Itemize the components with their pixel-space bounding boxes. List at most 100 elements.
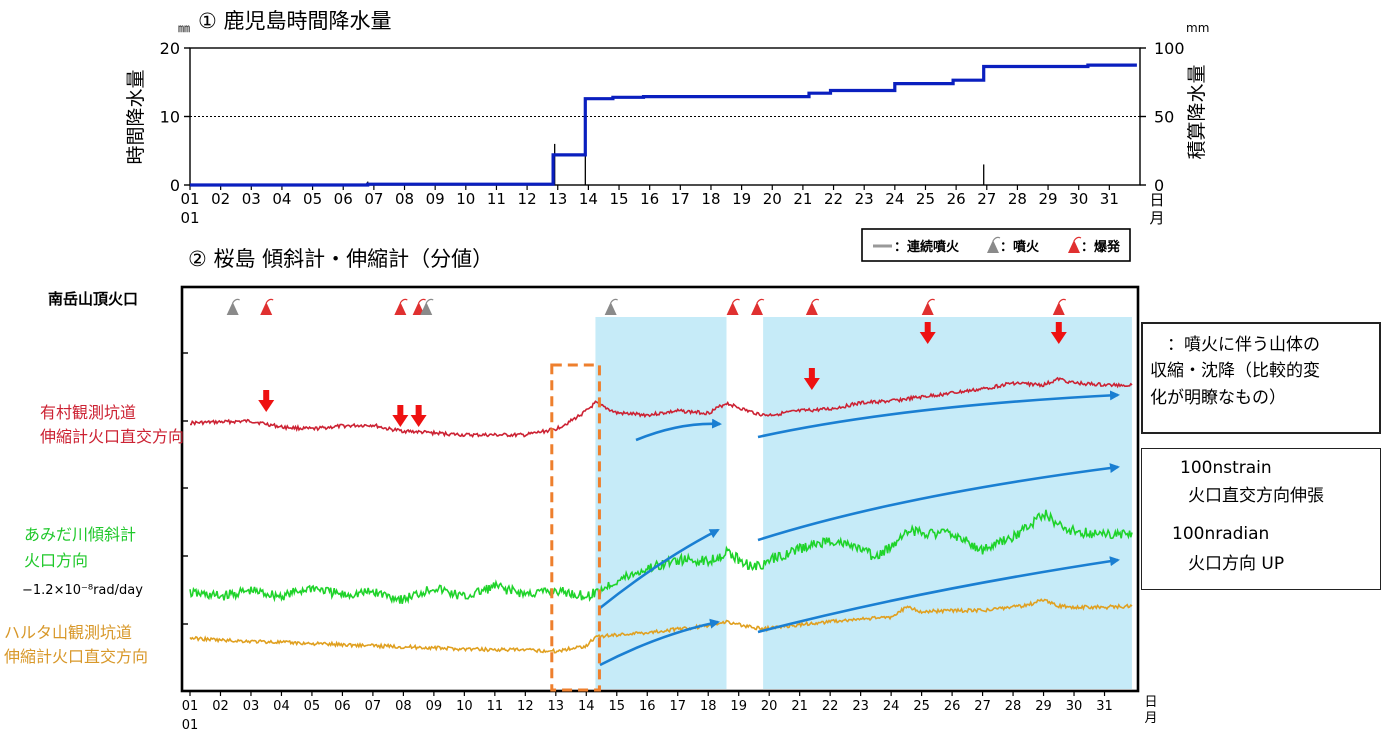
eruption-icon-plume xyxy=(418,298,426,304)
rain-xtick-label: 03 xyxy=(242,190,261,208)
tilt-xtick-label: 23 xyxy=(852,699,869,714)
tilt-xtick-label: 14 xyxy=(578,699,595,714)
eruption-icon xyxy=(226,298,240,315)
legend-eruption-label: ：噴火 xyxy=(1000,239,1040,255)
tilt-xtick-label: 07 xyxy=(365,699,382,714)
rain-xtick-label: 23 xyxy=(855,190,874,208)
label-amidagawa: あみだ川傾斜計 火口方向 −1.2×10⁻⁸rad/day xyxy=(22,525,143,598)
tilt-xtick-label: 31 xyxy=(1096,699,1113,714)
rain-yaxis-right: 0 50 100 xyxy=(1140,39,1185,195)
eruption-icon xyxy=(751,298,765,315)
rain-xtick-label: 30 xyxy=(1069,190,1088,208)
contraction-arrow-head xyxy=(258,400,275,412)
tilt-chart: ② 桜島 傾斜計・伸縮計（分値） ：連続噴火 ：噴火 ：爆発 01 02 03 04 0… xyxy=(4,228,1169,733)
tilt-shaded-period xyxy=(763,317,1132,689)
contraction-arrow xyxy=(410,405,427,427)
tilt-dashed-box xyxy=(550,363,601,692)
tilt-xtick-label: 21 xyxy=(791,699,808,714)
rain-ylabel-left: 時間降水量 xyxy=(125,69,147,164)
label-haruta-line2: 伸縮計火口直交方向 xyxy=(4,647,148,666)
tilt-xaxis-sublabel: 01 xyxy=(182,718,199,733)
legend-explosion-label: ：爆発 xyxy=(1081,239,1121,255)
rain-xaxis-day-label: 日 xyxy=(1149,191,1164,209)
tilt-xaxis-day-label: 日 xyxy=(1144,695,1157,710)
tilt-xtick-label: 20 xyxy=(761,699,778,714)
label-amidagawa-line1: あみだ川傾斜計 xyxy=(24,525,136,544)
eruption-icon-plume xyxy=(1058,298,1067,304)
rain-ytick-right-label: 0 xyxy=(1154,176,1164,195)
scale-strain-value: 100nstrain xyxy=(1180,458,1272,478)
rain-xtick-label: 02 xyxy=(211,190,230,208)
label-arimura-line2: 伸縮計火口直交方向 xyxy=(40,427,184,446)
label-amidagawa-trend: −1.2×10⁻⁸rad/day xyxy=(22,583,143,598)
tilt-xaxis-month-label: 月 xyxy=(1144,711,1157,726)
contraction-legend-line1: ：噴火に伴う山体の xyxy=(1167,335,1320,355)
eruption-icon xyxy=(921,298,935,315)
rain-xtick-label: 14 xyxy=(579,190,598,208)
eruption-icon-plume xyxy=(232,298,240,304)
rain-plot-frame xyxy=(189,47,1141,186)
label-haruta-line1: ハルタ山観測坑道 xyxy=(4,623,132,642)
tilt-trend-arrow xyxy=(757,390,1120,439)
tilt-xtick-label: 03 xyxy=(243,699,260,714)
tilt-trend-arrow xyxy=(757,556,1120,634)
rain-xtick-label: 10 xyxy=(456,190,475,208)
rain-ytick-right-label: 50 xyxy=(1154,108,1174,127)
tilt-xtick-label: 28 xyxy=(1005,699,1022,714)
contraction-arrow-shaft xyxy=(1055,322,1062,334)
contraction-legend-box: ：噴火に伴う山体の 収縮・沈降（比較的変 化が明瞭なもの） xyxy=(1141,322,1381,434)
tilt-xtick-label: 19 xyxy=(730,699,747,714)
rain-xtick-label: 11 xyxy=(487,190,506,208)
eruption-icon-plume xyxy=(756,298,765,304)
eruption-icon-cone xyxy=(921,302,934,315)
rain-xtick-label: 27 xyxy=(977,190,996,208)
rain-unit-right: mm xyxy=(1186,21,1209,35)
contraction-arrow-head xyxy=(919,332,936,344)
contraction-arrow xyxy=(258,390,275,412)
tilt-xtick-label: 25 xyxy=(913,699,930,714)
tilt-xtick-label: 10 xyxy=(456,699,473,714)
eruption-icon-cone xyxy=(751,302,763,315)
eruption-icon-plume xyxy=(425,298,434,304)
eruption-icon-cone xyxy=(260,302,273,315)
tilt-xtick-label: 12 xyxy=(517,699,534,714)
eruption-icon-cone xyxy=(420,302,433,315)
tilt-xtick-label: 24 xyxy=(883,699,900,714)
tilt-trend-arrow xyxy=(635,418,722,442)
tilt-xtick-label: 26 xyxy=(944,699,961,714)
label-arimura-line1: 有村観測坑道 xyxy=(40,403,136,422)
rain-xaxis-sublabel: 01 xyxy=(180,209,199,227)
tilt-xtick-label: 18 xyxy=(700,699,717,714)
tilt-xtick-label: 13 xyxy=(548,699,565,714)
eruption-icon-plume xyxy=(811,298,820,304)
tilt-xtick-label: 17 xyxy=(669,699,686,714)
eruption-icon-cone xyxy=(1052,302,1065,315)
scale-legend-box: 100nstrain 火口直交方向伸張 100nradian 火口方向 UP xyxy=(1141,448,1381,590)
contraction-legend-line3: 化が明瞭なもの） xyxy=(1150,387,1286,408)
tilt-series-line xyxy=(189,509,1133,605)
contraction-arrow-head xyxy=(410,415,427,427)
contraction-arrow xyxy=(803,368,820,390)
eruption-icon xyxy=(604,298,618,315)
eruption-icon-cone xyxy=(412,302,425,315)
tilt-xaxis: 01 02 03 04 05 06 07 08 09 10 11 12 13 14 15 16 17 18 19 20… xyxy=(182,691,1158,733)
rain-ylabel-right: 積算降水量 xyxy=(1186,64,1208,159)
tilt-trend-arrow xyxy=(757,463,1120,542)
rain-xtick-label: 25 xyxy=(916,190,935,208)
eruption-icon-cone xyxy=(394,302,407,315)
crater-label: 南岳山頂火口 xyxy=(48,290,138,308)
scale-strain-desc: 火口直交方向伸張 xyxy=(1188,486,1324,506)
rain-hourly-bars xyxy=(367,126,985,185)
contraction-arrow xyxy=(1050,322,1067,344)
rain-xtick-label: 15 xyxy=(609,190,628,208)
eruption-icon xyxy=(420,298,434,315)
tilt-trend-arrows xyxy=(599,390,1120,667)
contraction-legend-line2: 収縮・沈降（比較的変 xyxy=(1150,361,1320,382)
eruption-icon-cone xyxy=(805,302,818,315)
rain-xtick-label: 29 xyxy=(1039,190,1058,208)
eruption-icon xyxy=(394,298,408,315)
rain-xtick-label: 24 xyxy=(885,190,904,208)
contraction-arrow-shaft xyxy=(263,390,270,402)
tilt-xtick-label: 09 xyxy=(426,699,443,714)
